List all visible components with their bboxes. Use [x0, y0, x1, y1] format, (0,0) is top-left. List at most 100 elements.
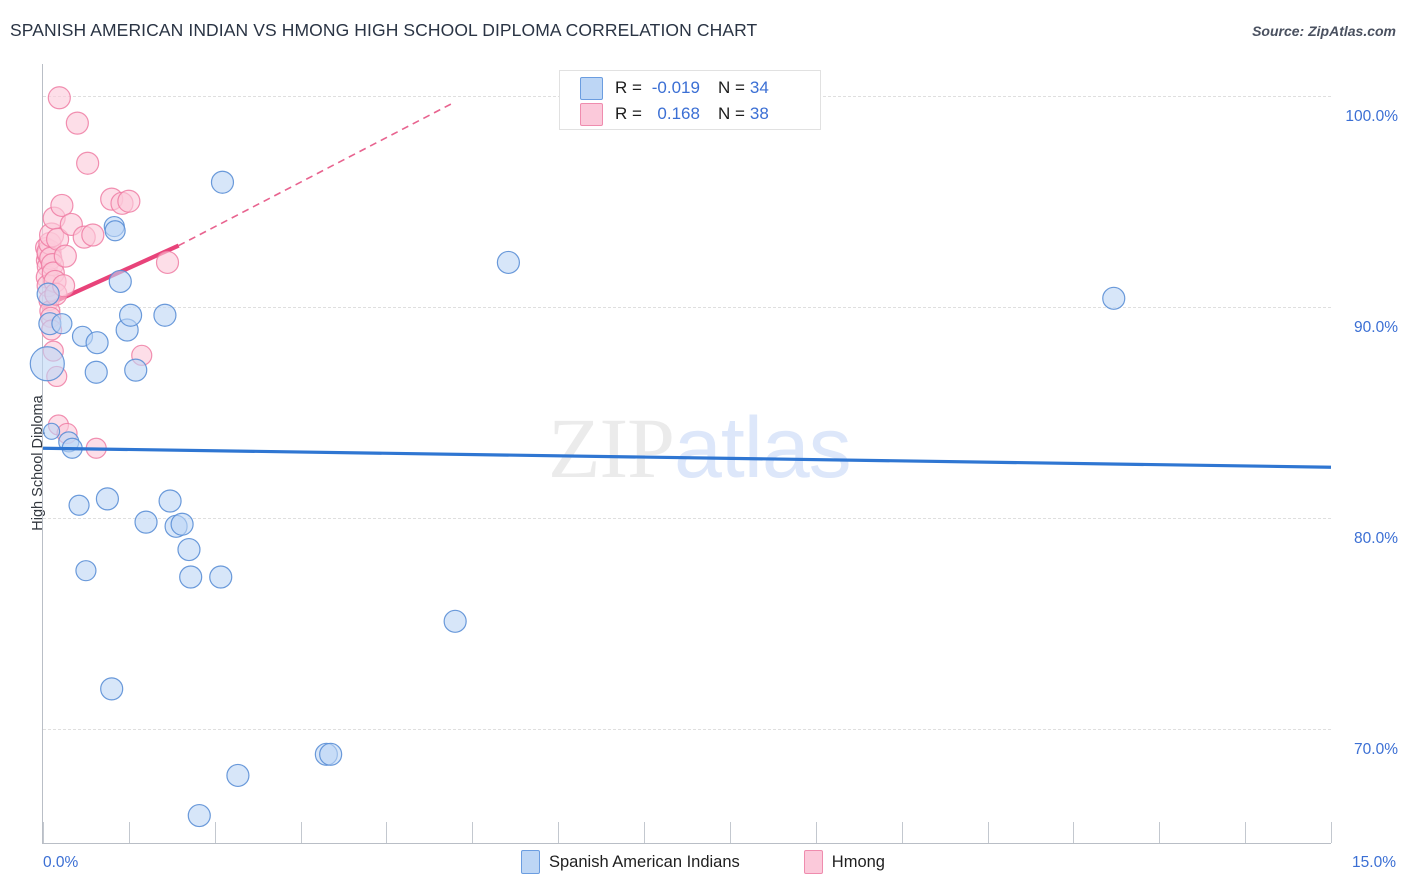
y-axis-title: High School Diploma [30, 395, 46, 531]
data-point-hmong [35, 249, 58, 271]
spanish-american-indians-trend-line [42, 446, 1332, 469]
data-point-spanish-american-indians [58, 431, 80, 453]
stats-legend-row-pink: R = 0.168 N = 38 [580, 101, 769, 127]
data-point-spanish-american-indians [108, 269, 132, 294]
data-point-hmong [36, 274, 60, 298]
data-point-spanish-american-indians [158, 489, 182, 513]
data-point-spanish-american-indians [187, 803, 211, 828]
data-point-spanish-american-indians [75, 560, 97, 582]
data-point-hmong [42, 340, 64, 362]
data-point-hmong [117, 189, 141, 213]
data-point-spanish-american-indians [209, 565, 233, 589]
x-axis-tick [1245, 822, 1247, 843]
data-point-hmong [35, 265, 59, 289]
data-point-hmong [131, 344, 153, 366]
data-point-spanish-american-indians [496, 250, 520, 275]
x-axis-tick [1331, 822, 1332, 843]
data-point-hmong [47, 86, 71, 110]
data-point-spanish-american-indians [95, 487, 120, 511]
data-point-hmong [41, 261, 65, 285]
x-axis-tick [472, 822, 474, 843]
legend-swatch-spanish-american-indians [580, 76, 603, 100]
x-tick-label-min: 0.0% [43, 854, 79, 871]
data-point-spanish-american-indians [103, 215, 125, 238]
data-point-spanish-american-indians [61, 437, 83, 459]
gridline [43, 517, 1331, 519]
data-point-hmong [40, 319, 63, 341]
data-point-hmong [110, 191, 134, 215]
watermark-zip: ZIP [548, 400, 675, 496]
data-point-hmong [47, 414, 70, 436]
page-title: SPANISH AMERICAN INDIAN VS HMONG HIGH SC… [10, 20, 758, 40]
data-point-spanish-american-indians [179, 565, 203, 589]
data-point-hmong [36, 239, 62, 265]
y-tick-label: 90.0% [1354, 318, 1398, 336]
stats-legend: R = -0.019 N = 34 R = 0.168 N = 38 [559, 70, 821, 130]
data-point-hmong [45, 227, 70, 251]
data-point-hmong [46, 365, 68, 388]
x-axis-tick [386, 822, 388, 843]
y-tick-label: 80.0% [1354, 529, 1398, 547]
data-point-spanish-american-indians [226, 763, 250, 788]
data-point-hmong [40, 252, 65, 277]
data-point-hmong [43, 269, 67, 294]
data-point-spanish-american-indians [100, 677, 124, 701]
x-axis-line [43, 843, 1331, 844]
data-point-spanish-american-indians [319, 742, 343, 766]
watermark-atlas: atlas [674, 400, 852, 496]
x-axis-tick [43, 822, 44, 843]
series-legend: Spanish American Indians Hmong [0, 850, 1406, 874]
n-label-pink: N = [717, 104, 745, 123]
series-swatch-hmong [803, 850, 823, 874]
x-axis-tick [558, 822, 560, 843]
y-tick-label: 70.0% [1354, 741, 1398, 758]
data-point-spanish-american-indians [71, 325, 94, 347]
data-point-hmong [36, 242, 60, 266]
y-tick-label: 100.0% [1345, 107, 1398, 125]
series-label-spanish-american-indians: Spanish American Indians [549, 852, 740, 871]
series-label-hmong: Hmong [831, 852, 885, 871]
x-axis-tick [214, 822, 216, 843]
data-point-spanish-american-indians [84, 360, 108, 384]
data-point-hmong [85, 437, 107, 459]
series-legend-item-hmong[interactable]: Hmong [803, 850, 885, 874]
data-point-spanish-american-indians [134, 510, 158, 534]
data-point-spanish-american-indians [314, 742, 338, 766]
data-point-spanish-american-indians [177, 537, 201, 562]
n-value-pink: 38 [749, 104, 769, 123]
r-label-blue: R = [615, 78, 642, 97]
x-axis-tick [1073, 822, 1075, 843]
gridline [43, 729, 1331, 730]
gridline [43, 306, 1331, 308]
data-point-spanish-american-indians [51, 313, 73, 335]
data-point-spanish-american-indians [124, 358, 148, 382]
data-point-hmong [44, 282, 68, 306]
r-label-pink: R = [615, 104, 642, 123]
series-swatch-spanish-american-indians [521, 850, 540, 874]
data-point-spanish-american-indians [68, 494, 90, 516]
data-point-hmong [36, 256, 58, 278]
data-point-hmong [56, 422, 78, 445]
data-point-hmong [100, 187, 124, 211]
data-point-spanish-american-indians [443, 609, 467, 633]
series-legend-item-spanish-american-indians[interactable]: Spanish American Indians [521, 850, 740, 874]
data-point-hmong [155, 250, 180, 275]
x-axis-tick [644, 822, 646, 843]
x-axis-tick [815, 822, 817, 843]
data-point-spanish-american-indians [36, 282, 60, 306]
x-tick-label-max: 15.0% [1352, 854, 1396, 871]
data-point-hmong [38, 222, 65, 248]
data-point-spanish-american-indians [210, 170, 235, 194]
r-value-pink: 0.168 [657, 104, 700, 123]
data-point-spanish-american-indians [85, 331, 109, 355]
x-axis-tick [987, 822, 989, 843]
data-point-hmong [65, 111, 89, 135]
data-point-hmong [34, 237, 57, 259]
data-point-spanish-american-indians [104, 220, 126, 242]
source-label: Source: ZipAtlas.com [1252, 23, 1396, 39]
watermark: ZIPatlas [548, 398, 852, 498]
data-point-hmong [59, 212, 83, 237]
n-value-blue: 34 [749, 78, 769, 97]
data-point-spanish-american-indians [115, 318, 139, 342]
